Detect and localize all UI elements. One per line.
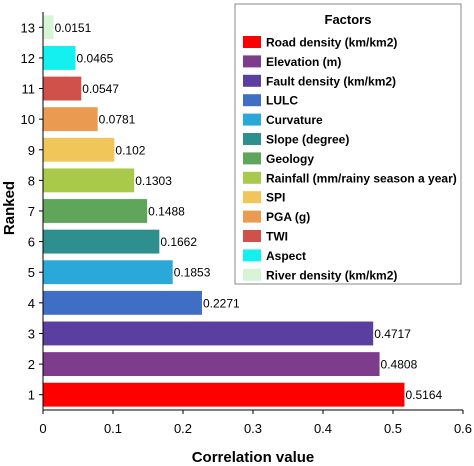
x-tick-label-0.3: 0.3: [244, 421, 262, 436]
legend-swatch-1: [243, 36, 261, 48]
y-tick-label-9: 9: [28, 143, 35, 158]
bars-group: [43, 15, 405, 407]
x-tick-label-0.4: 0.4: [314, 421, 332, 436]
bar-rank-5: [43, 260, 173, 285]
y-tick-label-2: 2: [28, 357, 35, 372]
value-labels-group: 0.5164 0.4808 0.4717 0.2271 0.1853 0.1662 0.14…: [55, 21, 443, 402]
x-axis-title: Correlation value: [192, 449, 315, 466]
bar-value-label-10: 0.0781: [99, 113, 136, 127]
bar-rank-7: [43, 199, 148, 223]
y-tick-label-13: 13: [21, 20, 35, 35]
legend-swatch-4: [243, 94, 261, 107]
bar-rank-12: [43, 45, 76, 70]
bar-rank-8: [43, 168, 135, 193]
legend-entry-label-11: TWI: [266, 230, 288, 244]
legend-swatch-3: [243, 74, 261, 87]
y-tick-label-5: 5: [28, 265, 35, 280]
bar-value-label-7: 0.1488: [148, 205, 185, 219]
y-axis-title: Ranked: [1, 181, 18, 235]
legend-swatch-8: [243, 171, 261, 184]
legend: Factors Road density (km/km2) Elevation (…: [234, 3, 462, 285]
bar-rank-13: [43, 15, 54, 40]
bar-value-label-9: 0.102: [115, 143, 145, 157]
bar-rank-9: [43, 137, 115, 162]
bar-value-label-1: 0.5164: [405, 388, 442, 402]
legend-swatch-7: [243, 152, 261, 165]
y-tick-label-8: 8: [28, 173, 35, 188]
bar-value-label-8: 0.1303: [135, 174, 172, 188]
legend-swatch-2: [243, 55, 261, 68]
legend-entry-label-5: Curvature: [266, 113, 323, 127]
legend-entry-label-3: Fault density (km/km2): [266, 74, 396, 88]
bar-value-label-5: 0.1853: [174, 266, 211, 280]
bar-value-label-13: 0.0151: [55, 21, 92, 35]
x-tick-label-0.5: 0.5: [384, 421, 402, 436]
legend-entry-label-1: Road density (km/km2): [266, 36, 397, 50]
legend-swatch-10: [243, 210, 261, 223]
x-tick-labels-group: 0 0.1 0.2 0.3 0.4 0.5 0.6: [39, 410, 472, 436]
y-tick-label-11: 11: [22, 82, 36, 97]
bar-rank-11: [43, 76, 82, 101]
legend-title: Factors: [325, 12, 372, 27]
y-tick-label-12: 12: [21, 51, 35, 66]
bar-value-label-6: 0.1662: [160, 235, 197, 249]
legend-entry-label-12: Aspect: [266, 249, 306, 263]
legend-swatch-13: [243, 268, 261, 281]
bar-rank-6: [43, 229, 160, 254]
bar-rank-3: [43, 321, 374, 346]
bar-rank-2: [43, 352, 380, 377]
legend-entry-label-4: LULC: [266, 94, 298, 108]
legend-entry-label-6: Slope (degree): [266, 133, 349, 147]
bar-rank-4: [43, 290, 202, 315]
bar-value-label-12: 0.0465: [77, 51, 114, 65]
x-tick-label-0: 0: [39, 421, 46, 436]
x-tick-label-0.1: 0.1: [104, 421, 122, 436]
bar-rank-10: [43, 107, 98, 132]
legend-swatch-11: [243, 230, 261, 242]
legend-swatch-12: [243, 249, 261, 262]
legend-swatch-9: [243, 191, 261, 204]
y-tick-label-1: 1: [28, 388, 35, 403]
legend-entry-label-7: Geology: [266, 152, 314, 166]
legend-entry-label-10: PGA (g): [266, 210, 310, 224]
y-tick-label-3: 3: [28, 326, 35, 341]
bar-value-label-2: 0.4808: [381, 358, 418, 372]
bar-value-label-11: 0.0547: [82, 82, 119, 96]
legend-entry-label-13: River density (km/km2): [266, 268, 397, 282]
bar-value-label-3: 0.4717: [374, 327, 411, 341]
bar-value-label-4: 0.2271: [203, 296, 240, 310]
bar-rank-1: [43, 382, 405, 407]
y-tick-label-7: 7: [28, 204, 35, 219]
y-tick-label-10: 10: [21, 112, 35, 127]
legend-entry-label-9: SPI: [266, 191, 285, 205]
x-tick-label-0.2: 0.2: [174, 421, 192, 436]
y-tick-label-4: 4: [28, 296, 35, 311]
legend-entries-group: Road density (km/km2) Elevation (m) Fault …: [243, 36, 457, 282]
legend-swatch-6: [243, 133, 261, 145]
legend-entry-label-8: Rainfall (mm/rainy season a year): [266, 171, 457, 185]
legend-box: [234, 3, 462, 285]
legend-swatch-5: [243, 113, 261, 126]
y-tick-label-6: 6: [28, 235, 35, 250]
x-tick-label-0.6: 0.6: [454, 421, 472, 436]
legend-entry-label-2: Elevation (m): [266, 55, 341, 69]
